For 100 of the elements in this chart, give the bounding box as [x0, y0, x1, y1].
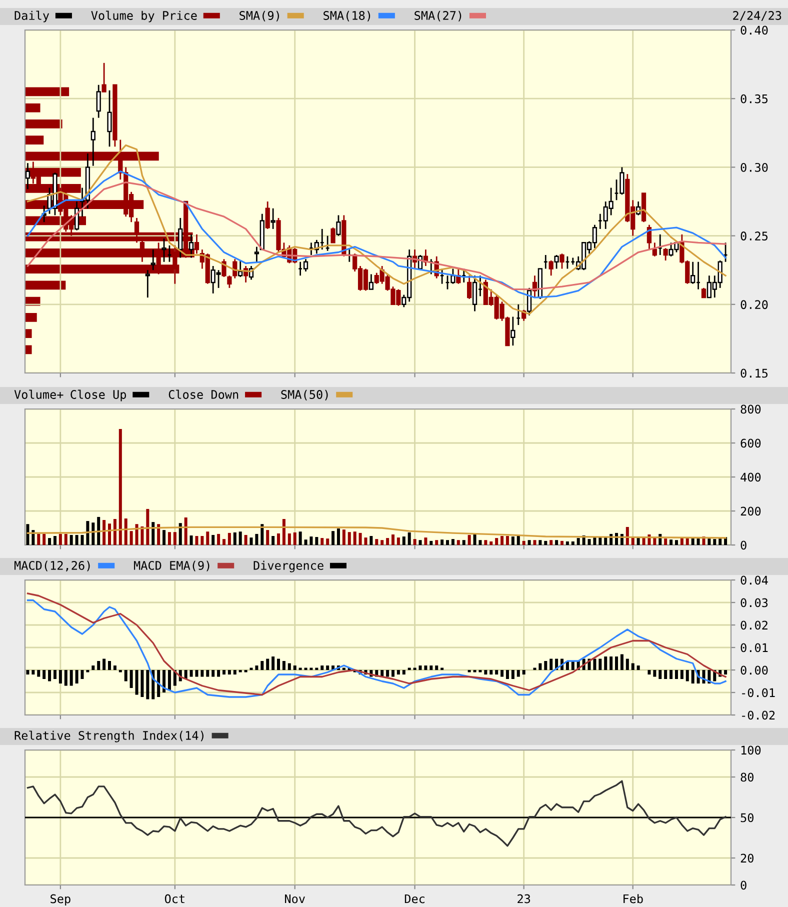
bar: [212, 534, 215, 545]
bar: [370, 536, 373, 545]
bar: [162, 530, 166, 545]
y-tick-label: 400: [740, 472, 761, 482]
candlestick: [701, 287, 706, 298]
y-tick-label: 80: [740, 772, 754, 782]
candlestick: [145, 269, 150, 298]
bar: [58, 534, 62, 545]
bar: [396, 538, 400, 545]
y-tick-label: 0: [740, 540, 746, 550]
bar: [500, 670, 504, 677]
bar: [490, 541, 493, 545]
bar: [25, 136, 44, 145]
bar: [25, 345, 32, 354]
bar: [320, 538, 324, 545]
bar: [195, 670, 198, 677]
y-tick-label: 0.25: [740, 232, 768, 240]
bar: [25, 87, 70, 96]
bar: [320, 666, 324, 670]
bar: [282, 518, 286, 545]
bar: [696, 538, 700, 545]
bar: [615, 656, 618, 670]
bar: [396, 670, 400, 674]
candlestick: [90, 117, 96, 167]
bar: [342, 530, 346, 545]
bar: [413, 539, 416, 545]
bar: [92, 522, 95, 545]
legend-label: MACD EMA(9): [134, 560, 210, 572]
bar: [724, 670, 728, 674]
bar: [200, 536, 204, 545]
bar: [70, 670, 73, 686]
bar: [206, 670, 210, 677]
candlestick: [368, 274, 374, 290]
bar: [686, 670, 689, 682]
y-tick-label: 0.35: [740, 94, 768, 104]
bar: [451, 539, 454, 545]
bar: [168, 532, 171, 545]
bar: [468, 534, 471, 545]
bar: [190, 535, 193, 545]
candlestick: [554, 254, 559, 270]
bar: [108, 524, 111, 545]
candlestick: [107, 90, 112, 148]
candlestick: [270, 208, 276, 230]
bar: [25, 280, 66, 290]
bar: [636, 666, 640, 670]
bar: [456, 540, 460, 545]
bar: [386, 538, 390, 545]
bar: [424, 538, 428, 545]
y-tick-label: 0.20: [740, 300, 768, 310]
bar: [238, 532, 242, 545]
bar: [610, 656, 613, 670]
bar: [195, 536, 198, 545]
bar: [506, 536, 509, 545]
bar: [25, 120, 62, 128]
bar: [217, 670, 220, 677]
bar: [97, 516, 100, 545]
bar: [53, 670, 56, 679]
bar: [636, 538, 640, 545]
bar: [118, 429, 122, 545]
bar: [418, 666, 422, 670]
x-tick-label: Feb: [624, 894, 643, 904]
candlestick: [336, 214, 341, 236]
bar: [25, 329, 32, 338]
bar: [326, 666, 330, 670]
bar: [97, 661, 100, 670]
candlestick: [265, 200, 270, 230]
bar: [250, 538, 253, 545]
bar: [418, 540, 422, 545]
bar: [653, 670, 656, 677]
bar: [70, 534, 73, 545]
y-tick-label: 0.01: [740, 643, 768, 652]
bar: [190, 670, 193, 677]
bar: [620, 654, 624, 670]
bar: [244, 534, 248, 545]
bar: [484, 670, 488, 674]
bar: [152, 522, 155, 545]
chart-title: Volume+: [14, 390, 64, 399]
bar: [691, 670, 694, 684]
bar: [26, 670, 30, 674]
bar: [588, 539, 591, 545]
bar: [178, 523, 182, 545]
bar: [408, 532, 411, 545]
bar: [184, 670, 188, 679]
candlestick: [646, 224, 652, 250]
bar: [522, 540, 526, 545]
bar: [626, 526, 629, 545]
bar: [670, 540, 673, 545]
bar: [576, 538, 580, 545]
text: 2/24/23: [733, 11, 782, 21]
bar: [446, 540, 450, 545]
y-tick-label: 0.15: [740, 368, 768, 378]
legend-label: SMA(9): [240, 10, 279, 22]
line-series: [26, 144, 726, 315]
bar: [288, 533, 291, 545]
bar: [718, 538, 722, 545]
bar: [560, 540, 564, 545]
candlestick: [254, 246, 260, 263]
bar: [102, 658, 106, 670]
bar: [212, 670, 215, 677]
bar: [277, 658, 280, 670]
